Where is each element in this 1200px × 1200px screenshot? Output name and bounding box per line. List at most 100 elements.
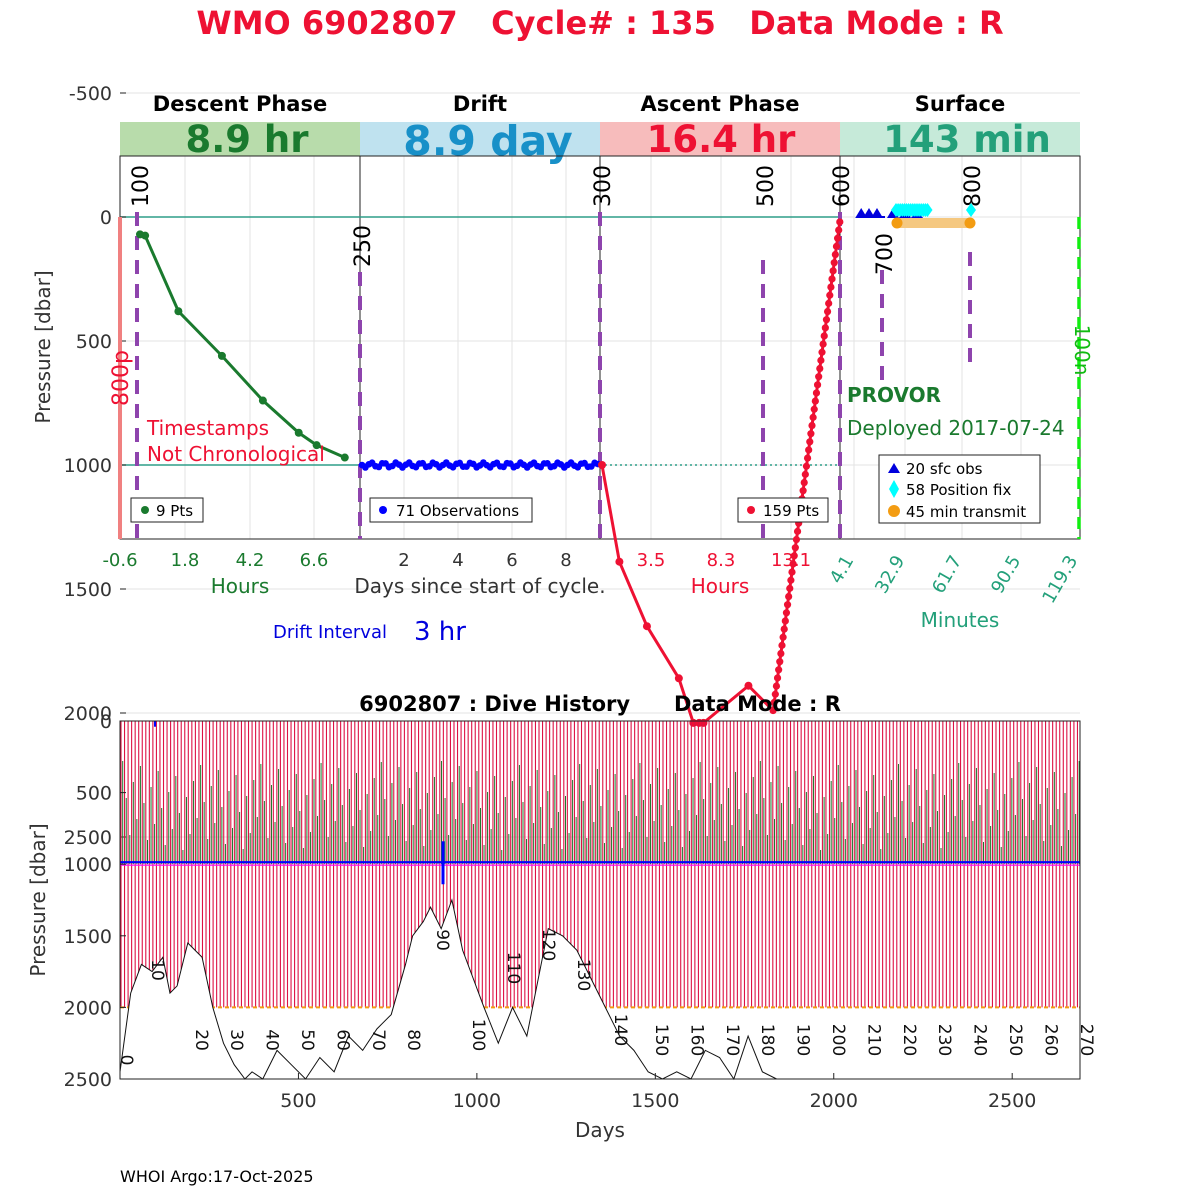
cycle-labels: 0 10 20 30 40 50 60 70 80 90 100 110 120 130 140 150 160… <box>116 929 1096 1066</box>
cycle-label: 170 <box>722 1024 742 1056</box>
drift-series <box>358 459 602 471</box>
descent-duration-bar <box>120 122 360 156</box>
bottom-y-axis-label: Pressure [dbar] <box>26 823 50 976</box>
marker-300: 300 <box>591 165 616 207</box>
ascent-point <box>779 633 787 641</box>
ascent-point <box>835 226 843 234</box>
ascent-point <box>777 649 785 658</box>
descent-point <box>258 396 267 405</box>
ascent-point <box>769 706 777 715</box>
ascent-point <box>793 527 802 535</box>
surface-x-ticks: 4.1 32.9 61.7 90.5 119.3 <box>826 552 1083 607</box>
surface-series <box>855 203 976 229</box>
drift-legend-text: 71 Observations <box>396 502 519 520</box>
ascent-point <box>770 698 778 706</box>
surface-obs-marker <box>871 208 883 218</box>
descent-tick: 4.2 <box>236 550 265 571</box>
cycle-label: 180 <box>757 1024 777 1056</box>
surface-header: Surface <box>915 92 1005 116</box>
ascent-point <box>813 381 822 389</box>
cycle-label: 50 <box>297 1029 317 1051</box>
y-tick-label: 2000 <box>64 703 112 725</box>
ascent-point <box>789 560 797 568</box>
marker-800p: 800p <box>109 350 134 406</box>
provor-label: PROVOR <box>847 383 941 407</box>
ascent-duration-bar <box>600 122 840 156</box>
seafloor-line <box>119 898 777 1081</box>
marker-250: 250 <box>351 225 376 267</box>
surface-x-label: Minutes <box>921 608 1000 632</box>
ascent-point <box>744 681 753 690</box>
descent-point <box>174 307 183 316</box>
ascent-point <box>792 535 801 544</box>
cycle-label: 190 <box>793 1024 813 1056</box>
cycle-label: 110 <box>503 952 523 984</box>
cycle-label: 40 <box>262 1029 282 1051</box>
drift-tick: 6 <box>506 550 517 571</box>
ascent-tick: 8.3 <box>707 550 736 571</box>
y-tick-label: 2500 <box>64 827 112 849</box>
cycle-label: 150 <box>651 1024 671 1056</box>
drift-duration-bar <box>360 122 600 156</box>
transmit-end-point <box>964 217 976 229</box>
ascent-point <box>776 658 784 666</box>
drift-header: Drift <box>453 92 507 116</box>
y-tick-label: 1500 <box>64 579 112 601</box>
ascent-point <box>787 576 795 584</box>
top-y-ticks: -500 0 500 1000 1500 2000 2500 <box>64 83 126 849</box>
surface-legend: 20 sfc obs 58 Position fix 45 min transm… <box>878 454 1041 524</box>
ascent-point <box>775 666 783 674</box>
top-chart: Descent Phase Drift Ascent Phase Surface… <box>31 83 1094 849</box>
ascent-point <box>822 316 831 324</box>
y-tick-label: -500 <box>69 83 112 105</box>
cycle-label: 120 <box>538 929 558 961</box>
ascent-point <box>791 544 799 552</box>
ascent-point <box>820 332 828 340</box>
ascent-x-ticks: 3.5 8.3 13.1 <box>637 550 811 571</box>
cycle-label: 250 <box>1005 1024 1025 1056</box>
x-tick-label: 2000 <box>810 1090 858 1112</box>
surface-legend-sfc-obs: 20 sfc obs <box>906 460 983 478</box>
x-tick-label: 500 <box>280 1090 316 1112</box>
ascent-duration: 16.4 hr <box>647 118 797 161</box>
descent-legend-text: 9 Pts <box>156 502 193 520</box>
x-tick-label: 1500 <box>631 1090 679 1112</box>
marker-800: 800 <box>961 165 986 207</box>
ascent-point <box>816 364 824 373</box>
ascent-point <box>833 234 842 242</box>
y-tick-label: 1500 <box>64 926 112 948</box>
ascent-point <box>825 299 833 307</box>
surface-legend-position-fix: 58 Position fix <box>906 481 1011 499</box>
cycle-label: 270 <box>1076 1024 1096 1056</box>
cycle-label: 20 <box>191 1029 211 1051</box>
transmit-start-point <box>891 217 903 229</box>
marker-100: 100 <box>129 165 154 207</box>
ascent-point <box>598 461 606 469</box>
ascent-point <box>812 389 821 397</box>
y-tick-label: 2500 <box>64 1069 112 1091</box>
surface-tick: 4.1 <box>826 552 859 587</box>
ascent-point <box>642 622 651 631</box>
drift-duration: 8.9 day <box>403 117 572 165</box>
cycle-label: 140 <box>610 1014 630 1046</box>
ascent-point <box>781 617 789 625</box>
top-y-axis-label: Pressure [dbar] <box>31 270 55 423</box>
cycle-label: 130 <box>573 959 593 991</box>
cycle-label: 200 <box>828 1024 848 1056</box>
ascent-point <box>832 242 841 250</box>
y-tick-label: 500 <box>76 783 112 805</box>
cycle-label: 240 <box>970 1024 990 1056</box>
ascent-point <box>831 250 839 259</box>
y-tick-label: 1000 <box>64 455 112 477</box>
ascent-point <box>826 291 834 299</box>
ascent-point <box>801 470 809 478</box>
ascent-point <box>788 568 796 576</box>
descent-legend: 9 Pts <box>130 497 204 523</box>
cycle-label: 70 <box>368 1029 388 1051</box>
cycle-label: 210 <box>863 1024 883 1056</box>
ascent-point <box>782 609 791 617</box>
ascent-point <box>785 592 793 601</box>
surface-tick: 90.5 <box>987 552 1025 597</box>
ascent-point <box>783 601 792 609</box>
